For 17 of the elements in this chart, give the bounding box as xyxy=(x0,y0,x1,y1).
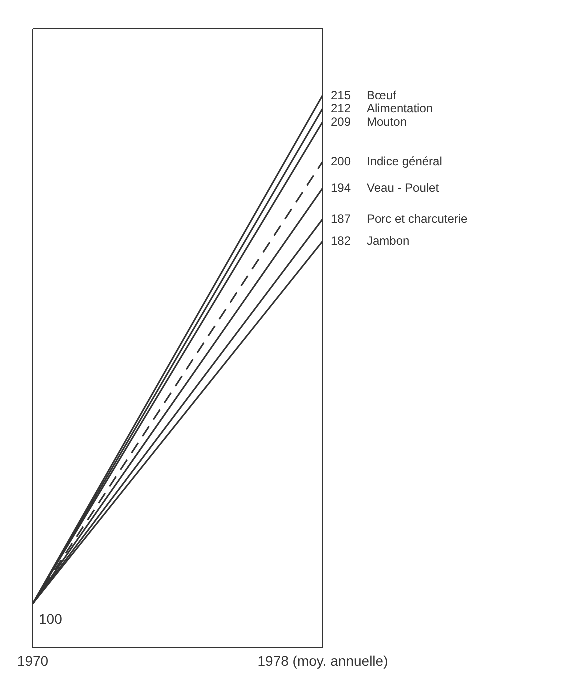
data-label: 215 xyxy=(331,88,352,102)
text: Indice général xyxy=(367,154,442,169)
data-label: 100 xyxy=(39,610,63,627)
text: Alimentation xyxy=(367,102,434,116)
x-tick-label: 1978 (moy. annuelle) xyxy=(258,652,388,669)
data-label: 194 xyxy=(331,181,352,196)
text: Bœuf xyxy=(367,88,398,102)
data-label: 182 xyxy=(331,234,352,248)
text: Veau - Poulet xyxy=(367,181,440,196)
data-label: 212 xyxy=(331,102,352,116)
data-label: 209 xyxy=(331,114,352,129)
data-label: 187 xyxy=(331,212,352,226)
text: Mouton xyxy=(367,114,408,129)
data-label: 200 xyxy=(331,154,352,169)
x-tick-label: 1970 xyxy=(17,652,49,669)
text: Porc et charcuterie xyxy=(367,212,468,226)
text: Jambon xyxy=(367,234,410,248)
